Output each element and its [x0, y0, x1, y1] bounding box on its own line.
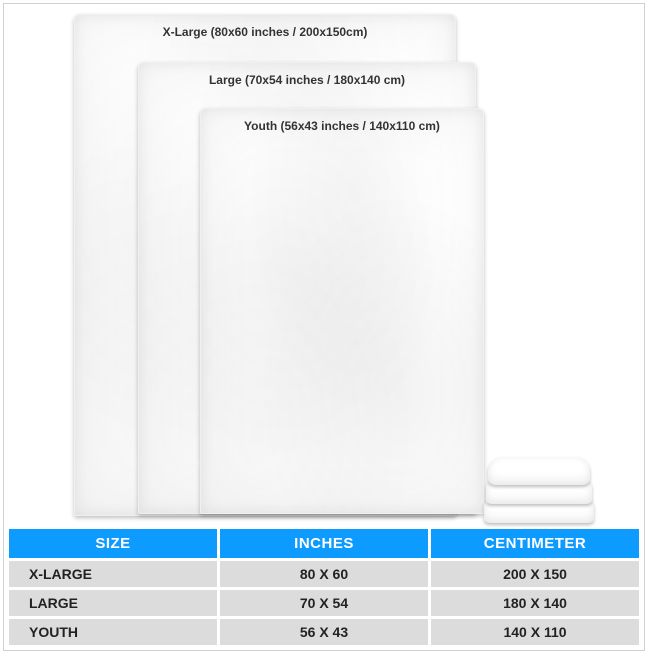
col-size: SIZE [9, 529, 217, 558]
cell-size: YOUTH [9, 619, 217, 645]
blanket-large-label: Large (70x54 inches / 180x140 cm) [139, 73, 475, 87]
cell-size: X-LARGE [9, 561, 217, 587]
cell-inches: 70 X 54 [220, 590, 428, 616]
cell-cm: 200 X 150 [431, 561, 639, 587]
cell-cm: 140 X 110 [431, 619, 639, 645]
blanket-youth: Youth (56x43 inches / 140x110 cm) [200, 108, 484, 514]
size-table: SIZE INCHES CENTIMETER X-LARGE 80 X 60 2… [6, 526, 642, 648]
cell-inches: 56 X 43 [220, 619, 428, 645]
cell-inches: 80 X 60 [220, 561, 428, 587]
cell-cm: 180 X 140 [431, 590, 639, 616]
table-header-row: SIZE INCHES CENTIMETER [9, 529, 639, 558]
table-row: YOUTH 56 X 43 140 X 110 [9, 619, 639, 645]
table-row: LARGE 70 X 54 180 X 140 [9, 590, 639, 616]
cell-size: LARGE [9, 590, 217, 616]
col-inches: INCHES [220, 529, 428, 558]
blanket-stage: X-Large (80x60 inches / 200x150cm) Large… [0, 0, 648, 530]
folded-blanket [488, 457, 590, 485]
table-row: X-LARGE 80 X 60 200 X 150 [9, 561, 639, 587]
blanket-xlarge-label: X-Large (80x60 inches / 200x150cm) [75, 25, 455, 39]
blanket-youth-label: Youth (56x43 inches / 140x110 cm) [201, 119, 483, 133]
folded-blanket-stack [484, 453, 594, 523]
size-chart-infographic: X-Large (80x60 inches / 200x150cm) Large… [0, 0, 648, 654]
col-cm: CENTIMETER [431, 529, 639, 558]
